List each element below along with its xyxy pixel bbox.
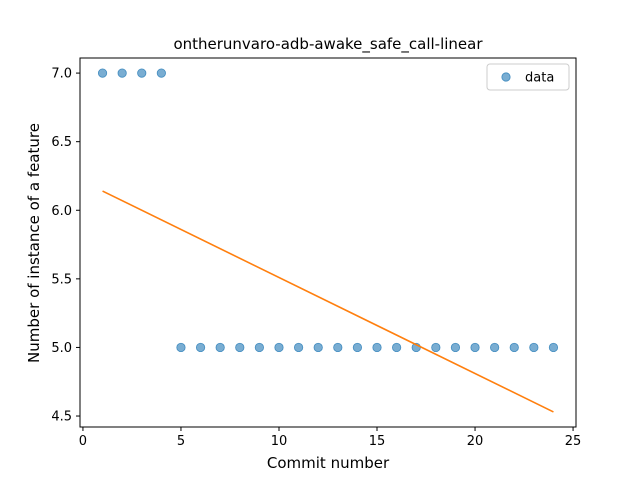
x-tick-label: 20 [467, 434, 484, 449]
plot-frame [79, 57, 577, 428]
data-point [274, 342, 284, 353]
data-point [117, 68, 127, 78]
data-point [195, 342, 206, 353]
data-point [450, 342, 461, 353]
y-tick-label: 6.0 [51, 204, 72, 219]
legend-box [486, 63, 570, 91]
data-point [293, 342, 304, 353]
data-point [548, 342, 559, 353]
data-point [215, 342, 225, 353]
plot-area: 0 5 10 15 20 25 4.5 5.0 5.5 6.0 6.5 7.0 data [51, 57, 582, 449]
legend-label: data [525, 71, 554, 86]
data-point [313, 342, 323, 353]
data-point [529, 342, 539, 353]
y-tick-label: 7.0 [51, 67, 72, 82]
y-tick-label: 5.5 [51, 272, 72, 287]
data-point [509, 342, 519, 353]
data-point [372, 342, 382, 353]
data-point [352, 342, 363, 353]
x-tick-label: 10 [271, 434, 288, 449]
y-tick-label: 6.5 [51, 135, 72, 150]
data-point [254, 342, 264, 353]
data-point [235, 342, 245, 353]
fit-line [102, 190, 554, 413]
x-tick-label: 25 [565, 434, 582, 449]
data-point [156, 68, 166, 78]
y-tick-label: 5.0 [51, 341, 72, 356]
x-tick-label: 0 [79, 434, 87, 449]
data-point [470, 342, 480, 353]
chart-title: ontherunvaro-adb-awake_safe_call-linear [173, 35, 483, 54]
y-axis-label: Number of instance of a feature [25, 123, 43, 363]
x-tick-label: 5 [177, 434, 185, 449]
legend-marker [501, 72, 511, 82]
data-point [431, 342, 441, 353]
data-point [490, 342, 500, 353]
data-point [176, 342, 186, 353]
data-point [97, 68, 108, 78]
x-axis-label: Commit number [267, 454, 390, 472]
data-point [392, 342, 402, 353]
data-point [333, 342, 343, 353]
x-tick-label: 15 [369, 434, 386, 449]
y-tick-label: 4.5 [51, 410, 72, 425]
data-point [137, 68, 147, 78]
